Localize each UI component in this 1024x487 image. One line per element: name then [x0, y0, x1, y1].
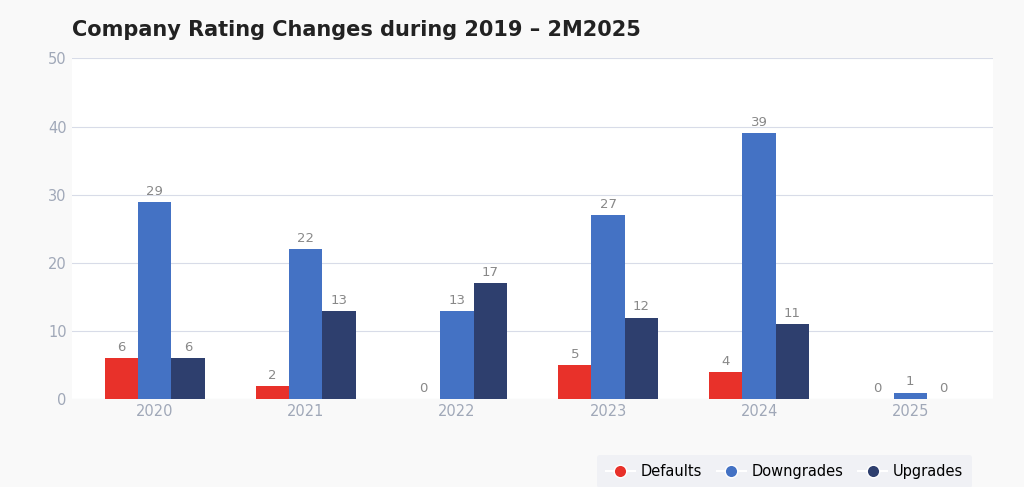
Text: 0: 0 — [939, 382, 947, 395]
Text: 1: 1 — [906, 375, 914, 389]
Text: 5: 5 — [570, 348, 579, 361]
Bar — [323, 311, 355, 399]
Text: 17: 17 — [481, 266, 499, 280]
Bar — [256, 386, 289, 399]
Bar — [894, 393, 927, 399]
Bar — [625, 318, 657, 399]
Bar — [776, 324, 809, 399]
Text: 13: 13 — [331, 294, 347, 307]
Bar — [104, 358, 138, 399]
Text: 27: 27 — [599, 198, 616, 211]
Bar — [473, 283, 507, 399]
Bar — [440, 311, 473, 399]
Text: 39: 39 — [751, 116, 768, 130]
Bar — [742, 133, 776, 399]
Text: 29: 29 — [146, 185, 163, 198]
Bar — [289, 249, 323, 399]
Legend: Defaults, Downgrades, Upgrades: Defaults, Downgrades, Upgrades — [597, 455, 972, 487]
Text: Company Rating Changes during 2019 – 2M2025: Company Rating Changes during 2019 – 2M2… — [72, 20, 641, 40]
Bar — [138, 202, 171, 399]
Text: 4: 4 — [722, 355, 730, 368]
Text: 13: 13 — [449, 294, 466, 307]
Bar — [558, 365, 592, 399]
Text: 6: 6 — [118, 341, 126, 355]
Text: 11: 11 — [783, 307, 801, 320]
Bar — [592, 215, 625, 399]
Text: 0: 0 — [872, 382, 881, 395]
Text: 2: 2 — [268, 369, 276, 382]
Bar — [710, 372, 742, 399]
Text: 12: 12 — [633, 300, 650, 314]
Text: 22: 22 — [297, 232, 314, 245]
Text: 0: 0 — [420, 382, 428, 395]
Text: 6: 6 — [184, 341, 193, 355]
Bar — [171, 358, 205, 399]
